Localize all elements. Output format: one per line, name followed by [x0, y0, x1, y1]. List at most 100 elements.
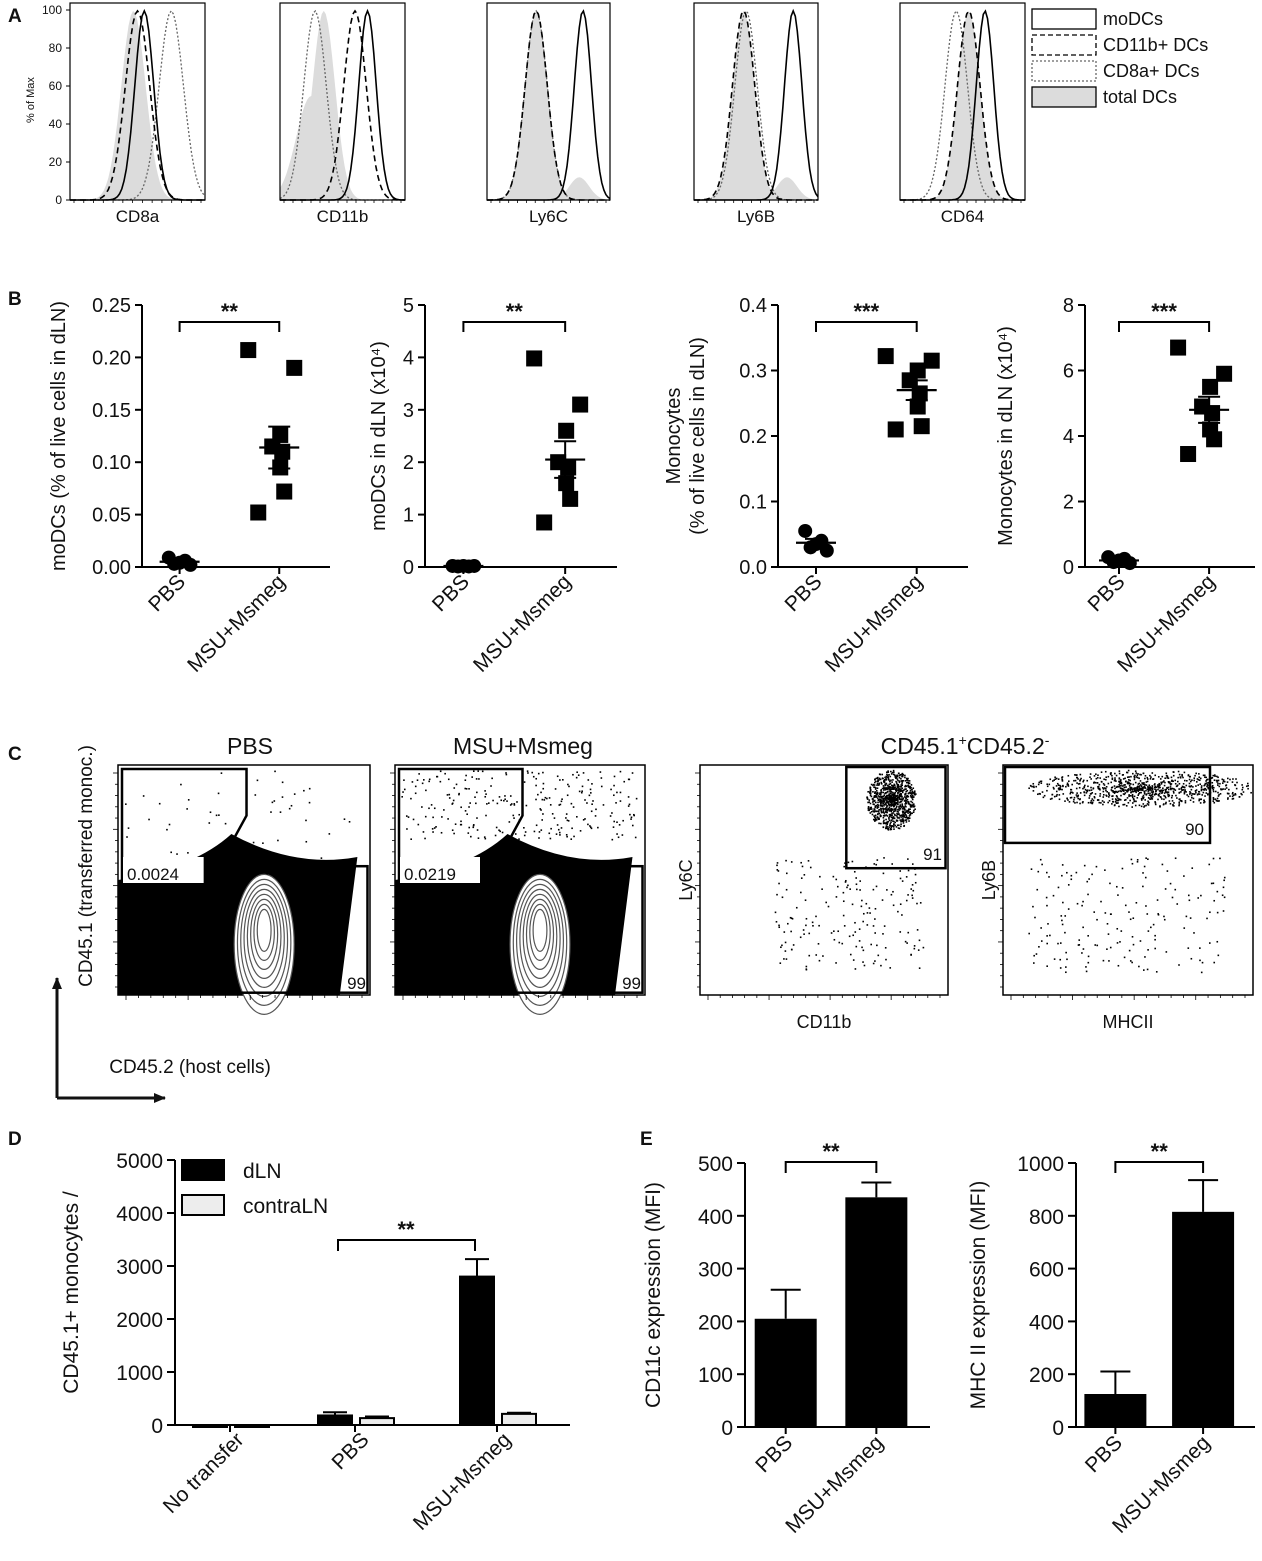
event-dot: [1163, 798, 1165, 801]
event-dot: [1137, 794, 1140, 797]
event-dot: [886, 823, 889, 826]
event-dot: [1092, 799, 1095, 802]
event-dot: [1113, 785, 1116, 787]
event-dot: [903, 806, 905, 808]
event-dot: [896, 785, 899, 788]
event-dot: [1100, 900, 1102, 903]
event-dot: [1114, 777, 1116, 779]
event-dot: [1179, 776, 1182, 778]
event-dot: [540, 791, 542, 794]
event-dot: [893, 799, 895, 801]
event-dot: [446, 794, 449, 796]
event-dot: [901, 787, 904, 790]
event-dot: [1051, 797, 1053, 800]
event-dot: [1173, 788, 1176, 790]
event-dot: [1153, 783, 1156, 786]
event-dot: [889, 824, 891, 827]
event-dot: [1133, 776, 1136, 779]
event-dot: [506, 800, 508, 802]
event-dot: [1116, 796, 1118, 798]
event-dot: [1210, 777, 1213, 779]
event-dot: [908, 780, 911, 782]
event-dot: [1228, 788, 1230, 791]
event-dot: [893, 792, 896, 795]
event-dot: [885, 801, 888, 804]
event-dot: [885, 825, 888, 827]
event-dot: [1149, 792, 1151, 795]
event-dot: [1124, 789, 1127, 791]
event-dot: [1154, 801, 1157, 804]
event-dot: [889, 825, 892, 827]
event-dot: [878, 777, 881, 780]
event-dot: [890, 795, 893, 797]
event-dot: [1080, 777, 1082, 780]
event-dot: [343, 818, 346, 820]
event-dot: [862, 949, 865, 952]
event-dot: [884, 784, 887, 787]
event-dot: [913, 945, 916, 947]
event-dot: [597, 826, 599, 829]
legend-swatch: [181, 1159, 225, 1181]
event-dot: [861, 946, 863, 949]
event-dot: [254, 794, 257, 796]
event-dot: [874, 781, 876, 784]
event-dot: [1129, 794, 1132, 797]
event-dot: [872, 783, 875, 786]
event-dot: [847, 884, 849, 887]
event-dot: [1151, 793, 1154, 795]
event-dot: [907, 802, 910, 805]
event-dot: [1079, 792, 1082, 794]
event-dot: [873, 816, 876, 819]
event-dot: [187, 799, 190, 801]
event-dot: [176, 853, 178, 855]
event-dot: [895, 826, 898, 828]
event-dot: [1223, 876, 1226, 879]
event-dot: [1066, 958, 1068, 961]
event-dot: [1190, 957, 1193, 960]
event-dot: [1169, 782, 1171, 785]
event-dot: [1123, 956, 1126, 959]
event-dot: [896, 789, 899, 791]
event-dot: [634, 836, 637, 839]
gate-label: 90: [1185, 820, 1204, 839]
event-dot: [1213, 774, 1216, 776]
event-dot: [1147, 800, 1149, 803]
event-dot: [899, 795, 901, 797]
event-dot: [885, 777, 887, 780]
event-dot: [881, 805, 884, 807]
event-dot: [1147, 858, 1149, 861]
histogram-1: [279, 2, 406, 203]
event-dot: [1191, 796, 1193, 799]
event-dot: [880, 822, 882, 825]
event-dot: [880, 809, 882, 811]
event-dot: [876, 797, 879, 799]
event-dot: [1138, 782, 1141, 785]
event-dot: [889, 790, 891, 793]
event-dot: [1189, 793, 1191, 795]
event-dot: [889, 786, 891, 788]
event-dot: [892, 797, 894, 799]
event-dot: [1188, 899, 1191, 902]
significance-label: **: [506, 299, 524, 324]
event-dot: [786, 922, 789, 925]
event-dot: [891, 788, 893, 791]
event-dot: [887, 820, 890, 823]
event-dot: [854, 921, 856, 924]
event-dot: [1211, 776, 1214, 779]
histogram-2: [486, 2, 611, 203]
event-dot: [589, 825, 591, 827]
event-dot: [584, 818, 586, 820]
data-point: [887, 421, 904, 438]
event-dot: [1235, 787, 1238, 790]
event-dot: [1139, 780, 1142, 782]
event-dot: [874, 778, 876, 781]
event-dot: [1176, 785, 1178, 787]
event-dot: [1121, 887, 1124, 889]
event-dot: [873, 784, 876, 786]
event-dot: [1131, 935, 1134, 938]
event-dot: [518, 813, 521, 816]
event-dot: [902, 774, 904, 776]
event-dot: [1174, 888, 1177, 891]
event-dot: [1122, 773, 1124, 776]
